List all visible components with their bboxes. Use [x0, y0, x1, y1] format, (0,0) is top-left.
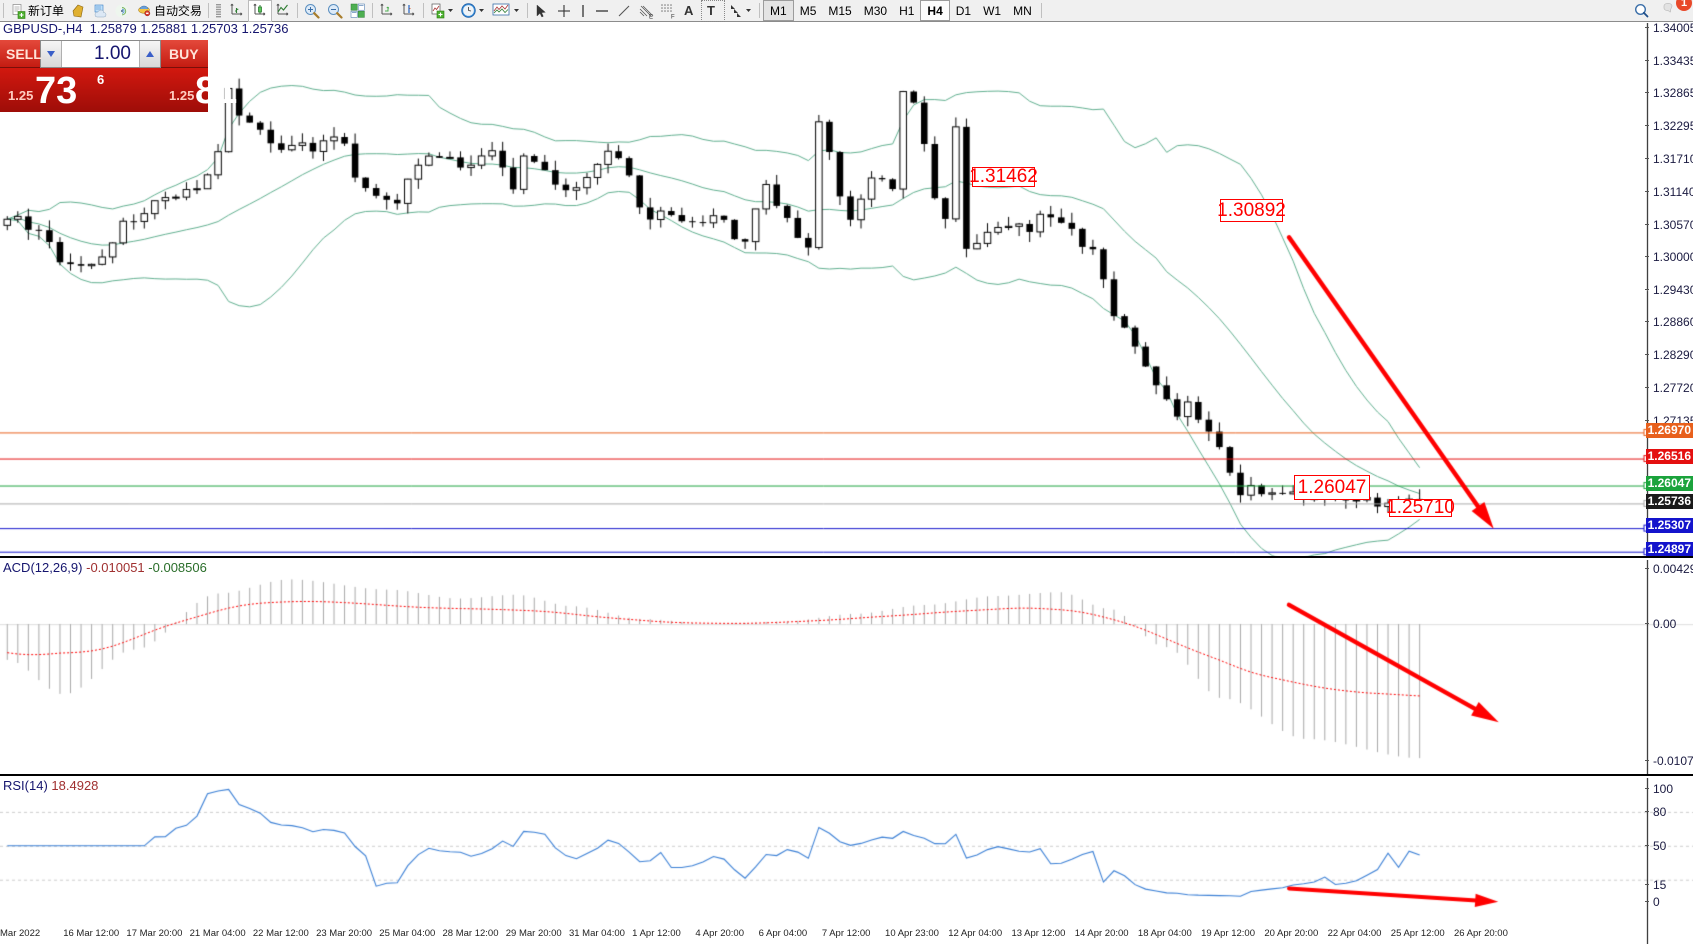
svg-text:A: A: [684, 3, 694, 18]
svg-text:T: T: [707, 3, 715, 18]
svg-text:E: E: [649, 14, 653, 19]
svg-text:F: F: [671, 14, 675, 19]
